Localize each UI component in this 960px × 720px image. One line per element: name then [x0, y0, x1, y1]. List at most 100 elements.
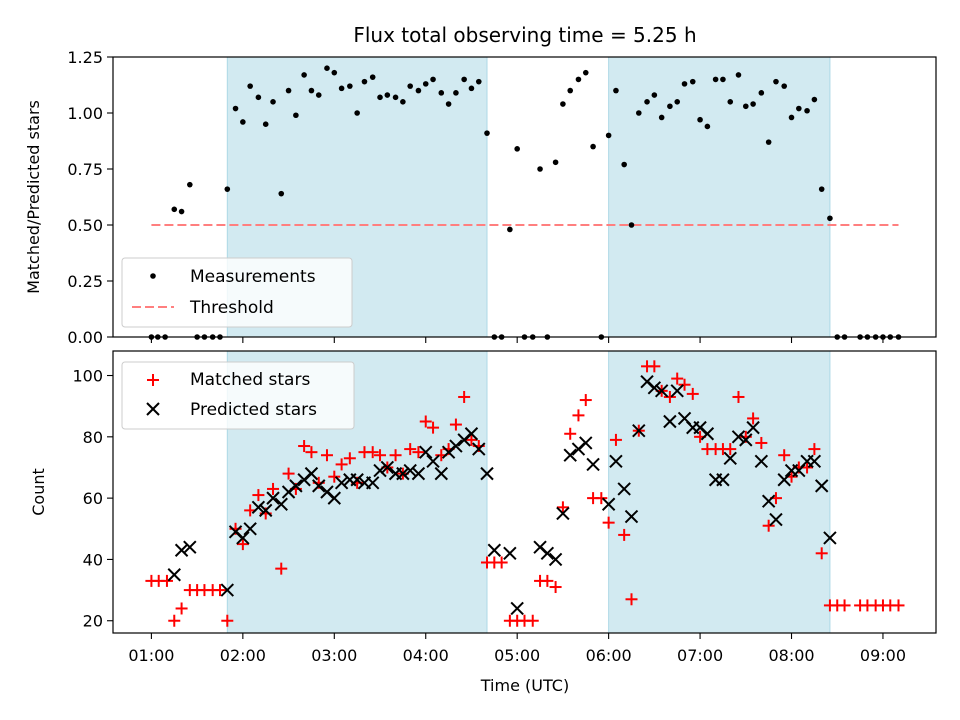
measurement-point [430, 76, 436, 83]
measurement-point [240, 119, 246, 125]
measurement-point [308, 87, 315, 94]
measurement-point [765, 139, 772, 145]
matched-star-point [465, 433, 478, 446]
top-series [148, 65, 902, 340]
matched-star-point [495, 556, 508, 569]
measurement-point [384, 92, 391, 98]
predicted-star-point [419, 445, 433, 459]
predicted-star-point [289, 479, 303, 493]
legend-measurements-label: Measurements [190, 267, 316, 287]
top-legend-box [121, 257, 353, 328]
measurement-point [301, 72, 307, 78]
bottom-y-axis-label: Count [29, 468, 48, 516]
predicted-star-point [777, 473, 791, 487]
predicted-star-point [411, 466, 426, 481]
matched-star-point [808, 443, 821, 456]
bottom-shade-0 [226, 350, 488, 634]
measurement-point [621, 161, 627, 168]
predicted-star-point [449, 439, 463, 453]
matched-star-point [815, 547, 828, 560]
bottom-y-tick-label: 100 [72, 367, 103, 386]
matched-star-point [298, 440, 311, 453]
measurement-point [187, 181, 193, 188]
legend-threshold-label: Threshold [189, 298, 274, 318]
predicted-star-point [304, 466, 319, 481]
measurement-point [507, 226, 513, 233]
predicted-star-point [236, 531, 250, 545]
bottom-shade-1 [608, 350, 831, 634]
bottom-y-tick-label: 80 [83, 428, 103, 447]
measurement-point [475, 78, 482, 85]
matched-star-point [549, 581, 562, 594]
bottom-series [145, 360, 905, 627]
matched-star-point [275, 562, 288, 575]
measurement-point [461, 76, 467, 83]
measurement-point [392, 94, 399, 101]
predicted-star-point [503, 546, 517, 561]
matched-star-point [526, 614, 539, 627]
measurement-point [796, 105, 802, 112]
bottom-x-tick-label: 05:00 [494, 646, 540, 665]
predicted-star-point [373, 463, 387, 478]
predicted-star-point [510, 601, 524, 616]
predicted-star-point [556, 506, 570, 521]
predicted-star-point [823, 531, 837, 545]
measurement-point [293, 112, 299, 119]
measurement-point [689, 78, 696, 85]
matched-star-point [678, 378, 691, 391]
predicted-star-point [670, 384, 684, 398]
matched-star-point [236, 538, 249, 551]
top-x-ticks [150, 337, 884, 343]
predicted-star-point [426, 454, 440, 469]
matched-star-point [458, 390, 471, 403]
predicted-star-point [480, 466, 494, 481]
predicted-star-point [434, 466, 448, 481]
predicted-star-point [723, 451, 737, 465]
predicted-star-point [563, 448, 577, 462]
predicted-star-point [769, 512, 783, 527]
predicted-star-point [266, 491, 280, 505]
matched-star-point [747, 412, 760, 425]
measurement-point [567, 87, 574, 94]
measurement-point [361, 78, 368, 85]
predicted-star-point [601, 497, 616, 511]
measurement-point [354, 110, 360, 116]
measurement-point [537, 166, 543, 172]
measurement-point [742, 103, 749, 110]
bottom-x-tick-label: 08:00 [768, 646, 814, 665]
matched-star-point [663, 390, 676, 403]
predicted-star-point [654, 384, 669, 398]
matched-star-point [168, 614, 181, 627]
measurement-point [674, 99, 681, 105]
matched-star-point [609, 433, 622, 446]
bottom-legend-box [121, 361, 355, 430]
matched-star-point [221, 614, 234, 627]
predicted-star-point [183, 540, 197, 554]
predicted-star-point [700, 427, 715, 441]
predicted-star-point [739, 433, 753, 447]
measurement-point [628, 222, 635, 228]
predicted-star-point [259, 503, 273, 518]
measurement-point [560, 101, 566, 107]
bottom-x-tick-label: 06:00 [586, 646, 632, 665]
legend-predicted-marker [146, 402, 160, 416]
matched-star-point [595, 492, 608, 505]
top-y-tick-label: 0.25 [67, 272, 103, 291]
measurement-point [818, 186, 825, 192]
matched-star-point [160, 574, 173, 587]
measurement-point [232, 105, 239, 112]
top-y-ticks: 0.00 0.25 0.50 0.75 1.00 1.25 [67, 48, 113, 347]
measurement-point [720, 76, 726, 83]
predicted-star-point [334, 476, 349, 490]
measurement-point [651, 92, 658, 98]
bottom-y-tick-label: 20 [83, 612, 103, 631]
measurement-point [285, 87, 292, 94]
predicted-star-point [243, 522, 257, 536]
predicted-star-point [632, 423, 646, 438]
predicted-star-point [617, 482, 631, 496]
matched-star-point [449, 418, 462, 431]
bottom-panel: 20 40 60 80 100 01:00 02:00 03:00 04:00 05:00 06:… [29, 350, 937, 695]
measurement-point [324, 65, 330, 71]
legend-matched-marker [147, 374, 159, 386]
